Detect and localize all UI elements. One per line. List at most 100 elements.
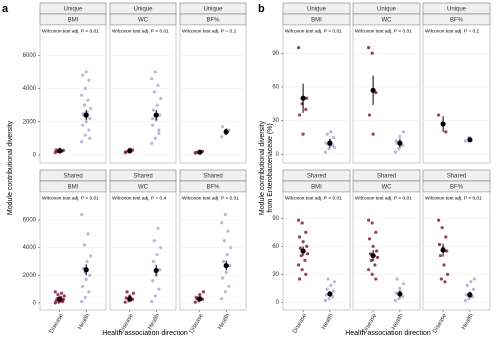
plot-panel bbox=[352, 24, 421, 164]
data-point bbox=[159, 246, 163, 250]
data-point bbox=[472, 277, 476, 281]
plot-panel bbox=[282, 191, 351, 311]
data-point bbox=[221, 276, 225, 280]
data-point bbox=[326, 277, 330, 281]
data-point bbox=[158, 268, 162, 272]
y-tick-label: 6000 bbox=[23, 218, 37, 224]
data-point bbox=[331, 135, 336, 140]
data-point bbox=[370, 51, 374, 55]
strip-label: Shared bbox=[203, 174, 222, 180]
data-point bbox=[331, 295, 335, 299]
x-tick-label: Disease bbox=[189, 312, 205, 334]
strip-label: BMI bbox=[68, 185, 79, 191]
data-point bbox=[84, 70, 88, 74]
data-point bbox=[223, 212, 227, 217]
data-point bbox=[83, 133, 87, 137]
data-point bbox=[220, 135, 224, 139]
data-point bbox=[89, 254, 93, 258]
mean-point bbox=[57, 148, 63, 154]
data-point bbox=[124, 150, 128, 154]
test-label: Wilcoxon test adj. P < 0.01 bbox=[42, 195, 99, 201]
data-point bbox=[332, 146, 336, 150]
data-point bbox=[443, 280, 447, 284]
data-point bbox=[81, 284, 85, 288]
strip-label: BMI bbox=[311, 185, 322, 191]
data-point bbox=[374, 277, 378, 281]
panel-label: a bbox=[2, 3, 9, 15]
strip-label: BF% bbox=[206, 18, 220, 24]
data-point bbox=[229, 246, 233, 250]
data-point bbox=[80, 140, 84, 144]
data-point bbox=[373, 263, 377, 267]
plot-panel bbox=[352, 191, 421, 311]
data-point bbox=[393, 298, 397, 303]
mean-point bbox=[127, 296, 133, 302]
data-point bbox=[393, 150, 397, 154]
strip-label: Unique bbox=[307, 7, 327, 13]
plot-panel bbox=[39, 191, 107, 311]
data-point bbox=[297, 235, 302, 239]
y-tick-label: 0 bbox=[276, 300, 280, 306]
data-point bbox=[305, 244, 309, 248]
data-point bbox=[83, 86, 87, 91]
data-point bbox=[401, 282, 406, 286]
data-point bbox=[150, 76, 154, 81]
plot-panel bbox=[422, 24, 491, 164]
data-point bbox=[297, 113, 302, 117]
data-point bbox=[221, 259, 226, 264]
strip-label: Unique bbox=[63, 7, 83, 13]
data-point bbox=[375, 249, 379, 253]
test-label: Wilcoxon test adj. P < 0.01 bbox=[112, 28, 169, 34]
data-point bbox=[198, 292, 202, 297]
data-point bbox=[367, 113, 372, 117]
data-point bbox=[228, 263, 232, 268]
data-point bbox=[155, 103, 159, 107]
data-point bbox=[298, 246, 302, 250]
data-point bbox=[397, 297, 401, 301]
strip-label: Shared bbox=[307, 174, 326, 180]
data-point bbox=[153, 294, 157, 298]
plot-panel bbox=[109, 191, 177, 311]
x-axis-title: Health association direction bbox=[345, 330, 431, 337]
x-tick-label: Health bbox=[77, 313, 91, 331]
mean-point bbox=[370, 87, 376, 93]
strip-label: Unique bbox=[133, 7, 153, 13]
data-point bbox=[220, 297, 224, 301]
plot-panel bbox=[422, 191, 491, 311]
mean-point bbox=[223, 262, 229, 269]
data-point bbox=[329, 130, 333, 134]
data-point bbox=[156, 83, 160, 87]
data-point bbox=[88, 273, 92, 277]
y-tick-label: 30 bbox=[272, 118, 279, 124]
data-point bbox=[329, 283, 333, 288]
data-point bbox=[297, 46, 301, 50]
strip-label: WC bbox=[138, 18, 149, 24]
data-point bbox=[81, 73, 85, 77]
mean-point bbox=[440, 121, 446, 127]
data-point bbox=[194, 150, 198, 154]
mean-point bbox=[327, 140, 333, 146]
data-point bbox=[151, 108, 156, 112]
strip-label: Shared bbox=[63, 174, 82, 180]
data-point bbox=[367, 218, 371, 222]
test-label: Wilcoxon test adj. P < 0.01 bbox=[285, 28, 342, 34]
data-point bbox=[325, 132, 329, 136]
data-point bbox=[325, 287, 329, 291]
data-point bbox=[444, 130, 448, 134]
strip-label: Shared bbox=[447, 174, 466, 180]
data-point bbox=[367, 46, 371, 50]
data-point bbox=[300, 221, 304, 225]
data-point bbox=[53, 290, 57, 294]
y-axis-title: Module contributional diversity bbox=[7, 120, 14, 215]
data-point bbox=[471, 287, 476, 291]
test-label: Wilcoxon test adj. P < 0.01 bbox=[285, 195, 342, 201]
data-point bbox=[156, 226, 160, 230]
data-point bbox=[193, 300, 197, 304]
data-point bbox=[153, 136, 157, 140]
data-point bbox=[150, 141, 154, 145]
data-point bbox=[56, 292, 60, 297]
data-point bbox=[223, 290, 227, 294]
mean-point bbox=[197, 149, 203, 155]
data-point bbox=[374, 230, 378, 234]
data-point bbox=[437, 242, 442, 247]
